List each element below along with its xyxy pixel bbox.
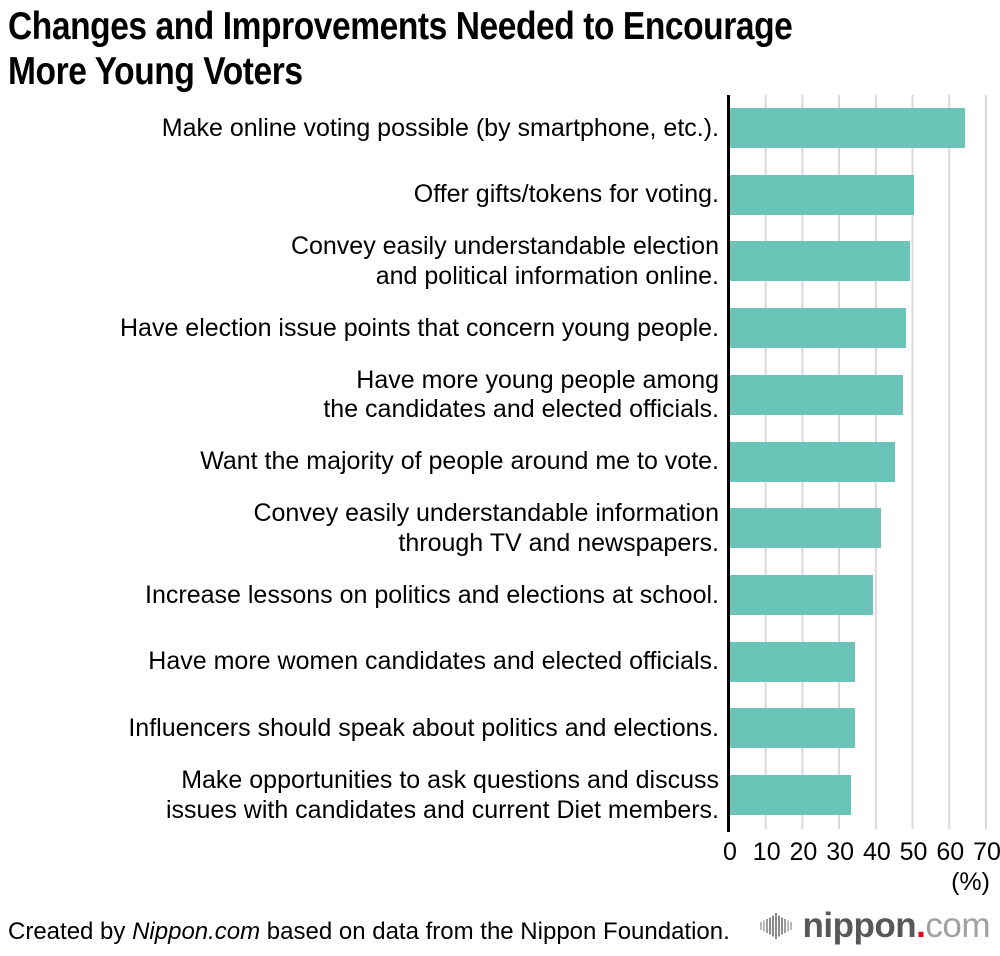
category-label: Make online voting possible (by smartpho… [161,113,719,142]
category-label: Influencers should speak about politics … [128,714,719,743]
bar-row [730,495,987,562]
credit-brand: Nippon.com [132,918,261,945]
x-tick-label: 10 [752,838,781,866]
y-axis-line [727,95,730,832]
x-tick-label: 60 [936,838,965,866]
logo-name: nippon [802,906,917,945]
logo-wordmark: nippon.com [802,906,991,946]
x-axis-ticks: 0 10 20 30 40 50 60 70 [723,838,1000,866]
x-tick-label: 30 [826,838,855,866]
category-label: Have more young people among the candidat… [323,365,719,424]
category-label: Convey easily understandable election and… [290,232,719,290]
bar [730,441,896,482]
bar [730,108,965,148]
waveform-icon [759,913,792,939]
x-tick-label: 70 [973,838,1000,866]
bar-row [730,429,987,496]
credit-suffix: based on data from the Nippon Foundation… [260,918,730,945]
category-label: Want the majority of people around me to… [200,447,719,476]
bar [730,575,874,616]
bar-row [730,95,987,162]
category-label: Make opportunities to ask questions and … [165,766,719,824]
logo-dot: . [916,906,926,945]
x-tick-label: 0 [723,838,737,866]
category-labels: Make online voting possible (by smartpho… [0,95,719,829]
bar [730,775,852,816]
bar [730,374,903,415]
bars-area [730,95,987,829]
category-label: Have more women candidates and elected o… [148,647,719,676]
bar [730,241,910,282]
category-label: Offer gifts/tokens for voting. [413,180,719,209]
category-label: Have election issue points that concern … [120,313,719,342]
x-axis-unit-label: (%) [951,868,990,896]
bar [730,708,855,749]
logo-tld: com [925,906,990,945]
credit-prefix: Created by [8,918,133,945]
chart-title-line-1: Changes and Improvements Needed to Encou… [8,5,793,48]
x-tick-label: 50 [899,838,928,866]
category-label: Increase lessons on politics and electio… [145,580,719,609]
category-label: Convey easily understandable information… [253,499,719,557]
bar-row [730,295,987,362]
bar [730,308,907,349]
bar [730,174,914,215]
bar [730,641,855,682]
bar-row [730,762,987,829]
bar [730,508,881,549]
bar-row [730,629,987,696]
bar-row [730,228,987,295]
bar-row [730,362,987,429]
bar-row [730,562,987,629]
bar-row [730,695,987,762]
chart-title: Changes and Improvements Needed to Encou… [8,4,793,94]
bar-row [730,162,987,229]
x-tick-label: 20 [789,838,818,866]
x-tick-label: 40 [862,838,891,866]
credit-text: Created by Nippon.com based on data from… [8,918,730,946]
nippon-com-logo: nippon.com [759,906,991,946]
chart-title-line-2: More Young Voters [8,50,303,93]
